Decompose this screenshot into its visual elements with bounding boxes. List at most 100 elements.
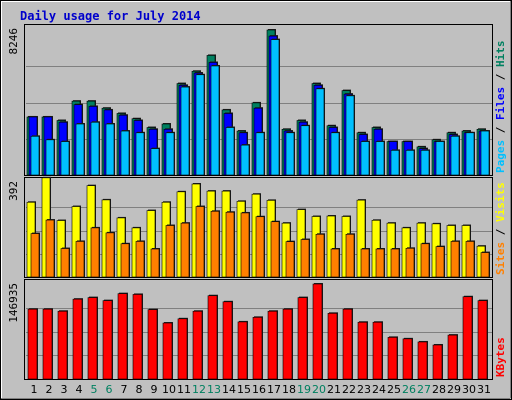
bar-kbytes-day-2 — [42, 308, 53, 380]
bar-kbytes-day-14 — [222, 301, 233, 380]
bar-sites-day-10 — [165, 225, 175, 278]
bar-sites-day-20 — [315, 233, 325, 278]
hits-axis-max-label: 8246 — [7, 28, 20, 55]
bar-sites-day-9 — [150, 248, 160, 278]
bar-pages-day-21 — [330, 132, 340, 176]
bar-pages-day-25 — [390, 150, 400, 176]
legend-sep-3: / — [494, 222, 507, 242]
bar-pages-day-24 — [375, 141, 385, 176]
bar-pages-day-13 — [210, 65, 220, 176]
day-label-7: 7 — [121, 383, 128, 396]
bar-pages-day-16 — [255, 132, 265, 176]
bar-sites-day-30 — [465, 241, 475, 278]
bar-sites-day-25 — [390, 248, 400, 278]
bar-kbytes-day-6 — [102, 300, 113, 380]
legend-sep-2: / — [494, 67, 507, 87]
bar-pages-day-10 — [165, 132, 175, 176]
bar-kbytes-day-23 — [357, 321, 368, 380]
panel-visits-frame — [24, 177, 493, 278]
day-label-12: 12 — [192, 383, 206, 396]
legend-kbytes: KBytes — [494, 337, 507, 377]
bar-kbytes-day-26 — [402, 338, 413, 380]
day-label-17: 17 — [267, 383, 281, 396]
bar-sites-day-31 — [480, 252, 490, 278]
day-label-4: 4 — [76, 383, 83, 396]
bar-kbytes-day-3 — [57, 310, 68, 380]
bar-sites-day-6 — [105, 232, 115, 278]
sites-visits-legend: Sites / Visits — [494, 182, 507, 275]
bar-pages-day-14 — [225, 127, 235, 176]
bar-sites-day-27 — [420, 243, 430, 278]
visits-axis-max-label: 392 — [7, 181, 20, 201]
bar-sites-day-11 — [180, 222, 190, 278]
bar-pages-day-26 — [405, 150, 415, 176]
bar-kbytes-day-8 — [132, 294, 143, 380]
bars-layer — [26, 29, 492, 380]
day-label-14: 14 — [222, 383, 236, 396]
bar-kbytes-day-10 — [162, 322, 173, 380]
bar-pages-day-19 — [300, 125, 310, 176]
kbytes-axis-max-label: 146935 — [7, 283, 20, 323]
day-labels: 1 2 3 4 5 6 7 8 9 10 11 12 13 14 15 16 17 18 19 20 21 22 23 24 2… — [31, 383, 492, 396]
day-label-8: 8 — [136, 383, 143, 396]
bar-pages-day-3 — [60, 141, 70, 176]
day-label-11: 11 — [177, 383, 191, 396]
day-label-6: 6 — [106, 383, 113, 396]
day-label-31: 31 — [477, 383, 491, 396]
bar-kbytes-day-13 — [207, 295, 218, 380]
bar-kbytes-day-28 — [432, 344, 443, 380]
bar-sites-day-8 — [135, 241, 145, 278]
bar-kbytes-day-22 — [342, 308, 353, 380]
bar-pages-day-30 — [465, 132, 475, 176]
bar-kbytes-day-12 — [192, 310, 203, 380]
day-label-1: 1 — [31, 383, 38, 396]
bar-kbytes-day-1 — [27, 308, 38, 380]
legend-hits: Hits — [494, 41, 507, 68]
bar-kbytes-day-30 — [462, 296, 473, 380]
bar-kbytes-day-7 — [117, 293, 128, 380]
bar-pages-day-22 — [345, 95, 355, 176]
bar-sites-day-23 — [360, 248, 370, 278]
day-label-22: 22 — [342, 383, 356, 396]
day-label-23: 23 — [357, 383, 371, 396]
kbytes-legend: KBytes — [494, 337, 507, 377]
legend-visits: Visits — [494, 182, 507, 222]
bar-sites-day-21 — [330, 248, 340, 278]
bar-sites-day-15 — [240, 212, 250, 278]
bar-kbytes-day-31 — [477, 300, 488, 380]
bar-sites-day-29 — [450, 241, 460, 278]
bar-sites-day-5 — [90, 227, 100, 278]
bar-kbytes-day-5 — [87, 297, 98, 380]
day-label-3: 3 — [61, 383, 68, 396]
legend-sep-1: / — [494, 120, 507, 140]
day-label-28: 28 — [432, 383, 446, 396]
bar-pages-day-2 — [45, 139, 55, 176]
bar-pages-day-12 — [195, 74, 205, 176]
day-label-15: 15 — [237, 383, 251, 396]
bar-sites-day-19 — [300, 239, 310, 278]
bar-pages-day-11 — [180, 86, 190, 176]
bar-sites-day-3 — [60, 248, 70, 278]
bar-kbytes-day-15 — [237, 321, 248, 380]
bar-sites-day-17 — [270, 221, 280, 278]
bar-kbytes-day-20 — [312, 283, 323, 380]
bar-kbytes-day-17 — [267, 310, 278, 380]
bar-kbytes-day-4 — [72, 298, 83, 380]
legend-sites: Sites — [494, 242, 507, 275]
bar-kbytes-day-18 — [282, 308, 293, 380]
bar-sites-day-18 — [285, 241, 295, 278]
day-label-19: 19 — [297, 383, 311, 396]
panel-hits-frame — [24, 24, 493, 176]
day-label-21: 21 — [327, 383, 341, 396]
bar-kbytes-day-29 — [447, 334, 458, 380]
bar-kbytes-day-11 — [177, 318, 188, 380]
bar-pages-day-6 — [105, 123, 115, 176]
day-label-27: 27 — [417, 383, 431, 396]
day-label-30: 30 — [462, 383, 476, 396]
day-label-26: 26 — [402, 383, 416, 396]
bar-sites-day-12 — [195, 206, 205, 278]
hits-files-pages-legend: Pages / Files / Hits — [494, 41, 507, 174]
bar-sites-day-16 — [255, 216, 265, 278]
